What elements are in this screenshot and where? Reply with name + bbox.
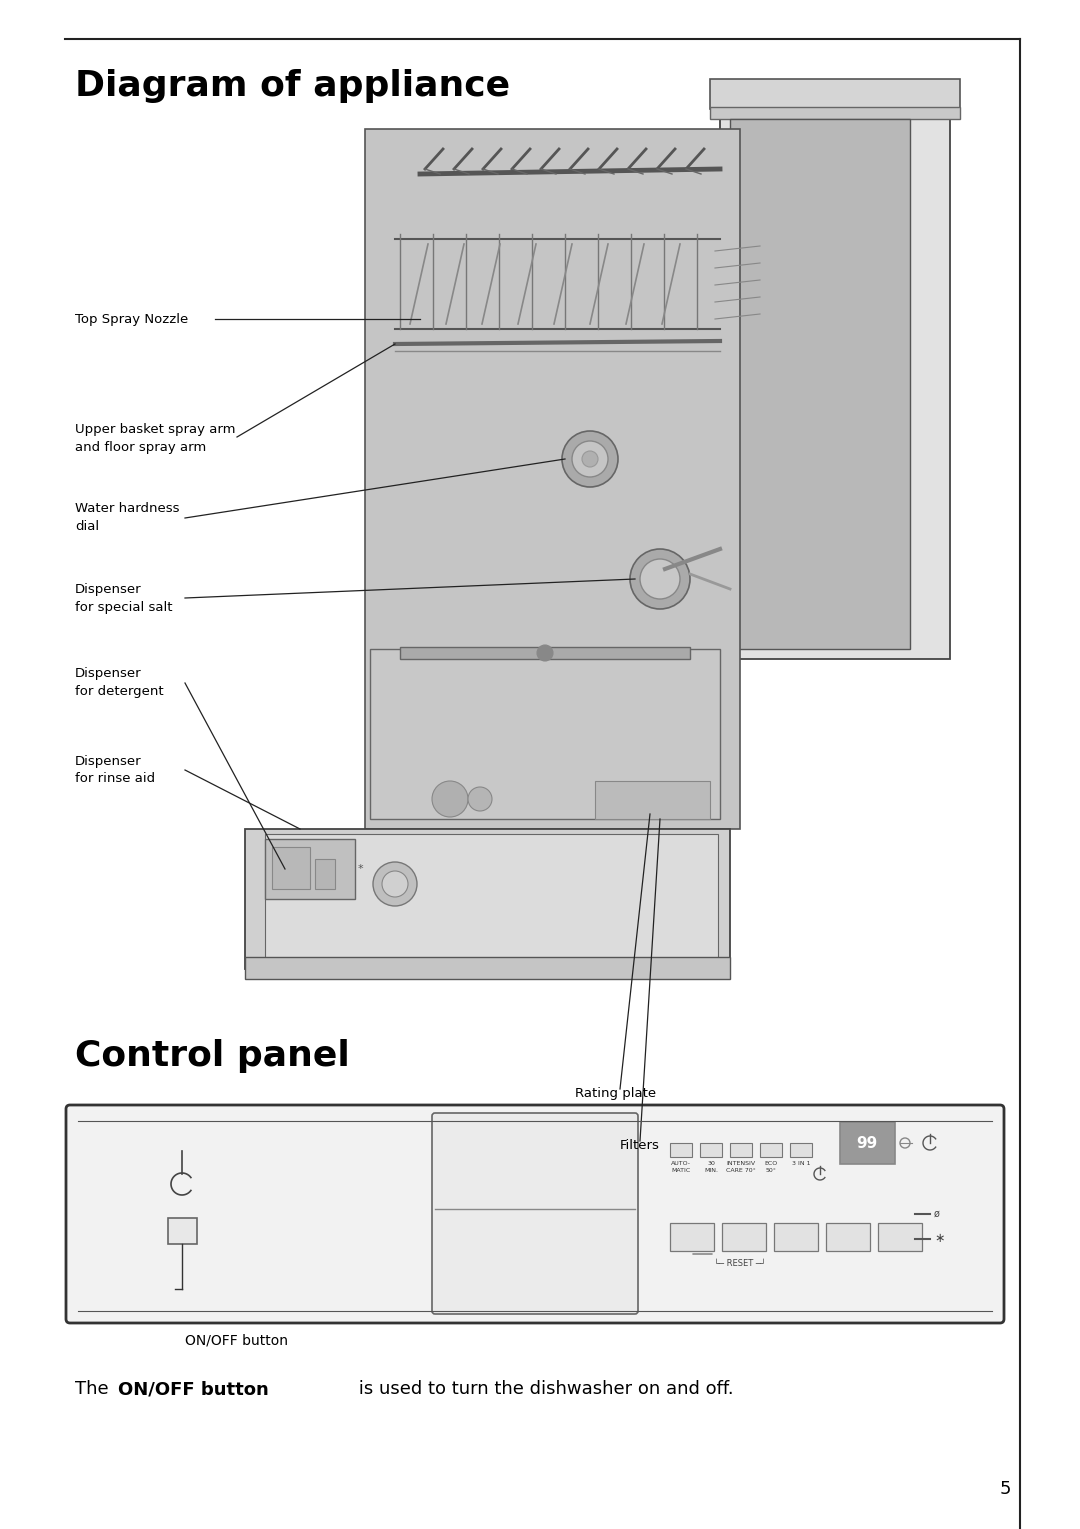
Text: is used to turn the dishwasher on and off.: is used to turn the dishwasher on and of… (353, 1381, 733, 1398)
Bar (595, 781, 710, 820)
Text: and floor spray arm: and floor spray arm (75, 440, 206, 454)
Bar (730, 1144, 752, 1157)
Text: for rinse aid: for rinse aid (75, 772, 156, 786)
Circle shape (537, 645, 553, 661)
Circle shape (468, 787, 492, 810)
Bar (774, 1223, 818, 1251)
Text: for detergent: for detergent (75, 685, 164, 699)
Text: Dispenser: Dispenser (75, 754, 141, 768)
Text: 30: 30 (707, 1161, 715, 1167)
Text: MATIC: MATIC (672, 1168, 690, 1173)
Text: ECO: ECO (765, 1161, 778, 1167)
Text: Filters: Filters (620, 1139, 660, 1151)
Polygon shape (265, 833, 718, 959)
Bar (245, 957, 730, 979)
Text: CARE 70°: CARE 70° (726, 1168, 756, 1173)
Bar (670, 1144, 692, 1157)
Text: └─ RESET ─┘: └─ RESET ─┘ (714, 1258, 766, 1268)
Bar (365, 128, 740, 829)
Text: Dispenser: Dispenser (75, 583, 141, 595)
Text: Rating plate: Rating plate (575, 1087, 657, 1099)
Bar (789, 1144, 812, 1157)
Bar (826, 1223, 870, 1251)
Bar (840, 1122, 895, 1164)
Text: ON/OFF button: ON/OFF button (118, 1381, 269, 1398)
FancyBboxPatch shape (432, 1113, 638, 1313)
Text: Upper basket spray arm: Upper basket spray arm (75, 422, 235, 436)
Bar (710, 107, 960, 119)
Text: ø: ø (934, 1209, 940, 1219)
Bar (760, 1144, 782, 1157)
Text: Control panel: Control panel (75, 1040, 350, 1073)
Bar (168, 1219, 197, 1245)
Bar (265, 839, 355, 899)
Circle shape (373, 862, 417, 907)
Circle shape (582, 451, 598, 466)
Text: for special salt: for special salt (75, 601, 173, 613)
Polygon shape (370, 648, 720, 820)
Circle shape (432, 781, 468, 816)
Text: dial: dial (75, 520, 99, 534)
Text: *: * (357, 864, 363, 875)
FancyBboxPatch shape (66, 1105, 1004, 1323)
Bar (723, 1223, 766, 1251)
Bar (878, 1223, 922, 1251)
Circle shape (382, 872, 408, 898)
Text: Water hardness: Water hardness (75, 503, 179, 515)
Circle shape (562, 431, 618, 488)
Bar (710, 80, 960, 109)
Circle shape (640, 560, 680, 599)
Text: Top Spray Nozzle: Top Spray Nozzle (75, 312, 188, 326)
Bar (730, 119, 910, 648)
Text: 3 IN 1: 3 IN 1 (792, 1161, 810, 1167)
Bar (272, 847, 310, 888)
Text: AUTO-: AUTO- (671, 1161, 691, 1167)
Text: INTENSIV: INTENSIV (727, 1161, 756, 1167)
Text: MIN.: MIN. (704, 1168, 718, 1173)
Bar (700, 1144, 723, 1157)
Bar (400, 647, 690, 659)
Text: 99: 99 (856, 1136, 878, 1150)
Bar (720, 99, 950, 659)
Text: Dispenser: Dispenser (75, 668, 141, 680)
Text: The: The (75, 1381, 114, 1398)
Circle shape (572, 440, 608, 477)
Text: Diagram of appliance: Diagram of appliance (75, 69, 510, 102)
Bar (315, 859, 335, 888)
Text: 50°: 50° (766, 1168, 777, 1173)
Text: ∗: ∗ (934, 1232, 945, 1246)
Text: ON/OFF button: ON/OFF button (185, 1333, 288, 1349)
Circle shape (630, 549, 690, 609)
Bar (670, 1223, 714, 1251)
Text: 5: 5 (999, 1480, 1011, 1498)
Polygon shape (245, 829, 730, 969)
